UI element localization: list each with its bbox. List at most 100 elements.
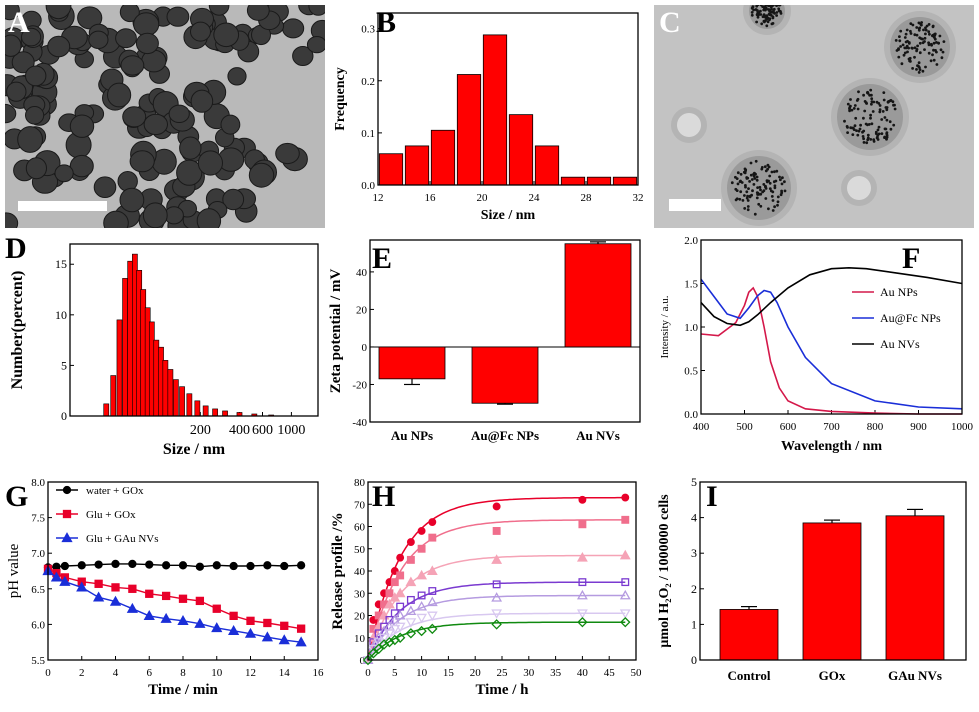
gold-dot (872, 110, 875, 113)
gold-dot (894, 108, 897, 111)
data-point (180, 595, 187, 602)
plot-frame (701, 240, 962, 414)
gold-dot (940, 48, 943, 51)
data-point (95, 561, 102, 568)
nanoparticle (120, 188, 144, 212)
y-tick-label: 4 (691, 511, 697, 525)
y-tick-label: -40 (352, 417, 367, 429)
histogram-bar (213, 409, 218, 416)
gold-dot (769, 187, 772, 190)
gold-dot (908, 59, 911, 62)
histogram-bar (405, 146, 428, 185)
gold-dot (772, 199, 775, 202)
gold-dot (906, 45, 909, 48)
gold-dot (878, 126, 881, 129)
x-tick-label: 4 (113, 667, 119, 679)
y-axis-label: Zeta potential / mV (328, 269, 344, 394)
gold-dot (927, 30, 930, 33)
gold-dot (768, 175, 771, 178)
x-tick-label: 14 (279, 667, 291, 679)
gold-dot (773, 205, 776, 208)
gold-dot (897, 47, 900, 50)
gold-dot (918, 71, 921, 74)
gold-dot (777, 196, 780, 199)
histogram-bar (154, 340, 159, 416)
nanoparticle (283, 19, 304, 38)
tem-image-c (654, 5, 974, 228)
histogram-bar (168, 369, 173, 416)
nanoparticle (70, 115, 93, 137)
data-point (264, 562, 271, 569)
data-point (493, 528, 500, 535)
y-tick-label: 5.5 (31, 655, 45, 667)
gold-dot (892, 100, 895, 103)
gold-dot (739, 190, 742, 193)
data-point (408, 557, 415, 564)
data-point (94, 593, 103, 601)
gold-dot (892, 124, 895, 127)
data-point (493, 503, 500, 510)
gold-dot (855, 129, 858, 132)
x-tick-label: 40 (577, 667, 589, 679)
gold-dot (756, 176, 759, 179)
gold-dot (911, 67, 914, 70)
gold-dot (757, 203, 760, 206)
category-label: Au NPs (391, 428, 433, 443)
gold-dot (911, 47, 914, 50)
y-axis-label: Release profile /% (330, 512, 346, 629)
gold-dot (886, 119, 889, 122)
nanoparticle (143, 203, 167, 228)
y-tick-label: 0.1 (361, 128, 375, 140)
histogram-bar (123, 278, 128, 416)
gold-dot (774, 186, 777, 189)
y-tick-label: 20 (354, 611, 366, 623)
nanoparticle (26, 158, 46, 179)
gold-dot (764, 186, 767, 189)
gold-dot (751, 178, 754, 181)
zeta-bar (472, 347, 538, 403)
gold-dot (771, 195, 774, 198)
tem-image-a (5, 5, 325, 228)
gold-dot (934, 38, 937, 41)
y-tick-label: 0.0 (361, 180, 375, 192)
gold-dot (852, 127, 855, 130)
y-tick-label: 6.0 (31, 619, 45, 631)
data-point (429, 534, 436, 541)
gold-dot (939, 35, 942, 38)
gold-dot (908, 42, 911, 45)
y-tick-label: 10 (55, 308, 67, 322)
gold-dot (743, 194, 746, 197)
gold-dot (862, 135, 865, 138)
gold-dot (767, 180, 770, 183)
x-tick-label: 8 (180, 667, 186, 679)
gold-dot (913, 33, 916, 36)
data-point (622, 494, 629, 501)
data-point (281, 622, 288, 629)
gold-dot (775, 14, 778, 17)
data-point (230, 563, 237, 570)
vesicle-ghost (677, 113, 701, 137)
data-point (579, 521, 586, 528)
gold-dot (916, 45, 919, 48)
y-tick-label: 7.0 (31, 548, 45, 560)
gold-dot (916, 48, 919, 51)
gold-dot (930, 59, 933, 62)
gold-dot (919, 23, 922, 26)
x-tick-label: 400 (229, 423, 250, 438)
gold-dot (781, 176, 784, 179)
category-label: Control (727, 668, 770, 683)
data-point (128, 604, 137, 612)
x-tick-label: 16 (313, 667, 325, 679)
nanoparticle (249, 163, 273, 187)
gold-dot (846, 131, 849, 134)
x-tick-label: 500 (736, 421, 753, 433)
gold-dot (935, 41, 938, 44)
x-tick-label: 700 (823, 421, 840, 433)
gold-dot (857, 90, 860, 93)
gold-dot (862, 137, 865, 140)
gold-dot (883, 99, 886, 102)
nanoparticle (307, 37, 325, 53)
